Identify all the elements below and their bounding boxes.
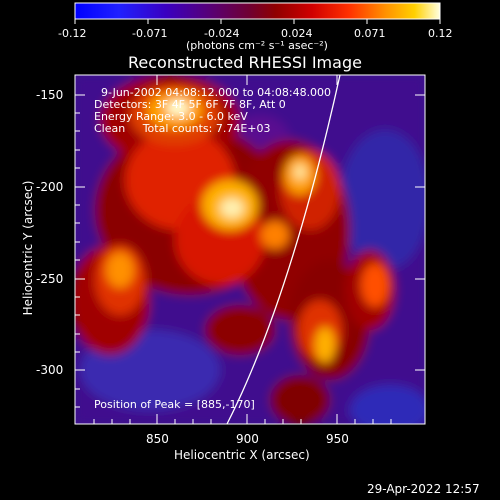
colorbar-units: (photons cm⁻² s⁻¹ asec⁻²) bbox=[186, 39, 328, 52]
x-tick-marks bbox=[93, 75, 392, 424]
peak-position-annotation: Position of Peak = [885,-170] bbox=[94, 398, 255, 411]
x-tick-label: 950 bbox=[326, 432, 349, 446]
y-tick-label: -300 bbox=[36, 363, 64, 377]
colorbar-tick-label: -0.071 bbox=[132, 27, 168, 40]
plot-timestamp: 29-Apr-2022 12:57 bbox=[367, 482, 480, 496]
y-tick-label: -250 bbox=[36, 272, 64, 286]
counts-annotation: Clean Total counts: 7.74E+03 bbox=[94, 122, 271, 135]
y-tick-label: -200 bbox=[36, 180, 64, 194]
colorbar-tick-label: -0.024 bbox=[204, 27, 240, 40]
plot-frame bbox=[74, 74, 426, 425]
y-tick-label: -150 bbox=[36, 88, 64, 102]
solar-limb-line bbox=[226, 74, 341, 425]
colorbar-tick-label: 0.071 bbox=[354, 27, 386, 40]
colorbar bbox=[74, 2, 441, 24]
colorbar-tick-label: 0.024 bbox=[281, 27, 313, 40]
x-tick-label: 850 bbox=[146, 432, 169, 446]
detectors-annotation: Detectors: 3F 4F 5F 6F 7F 8F, Att 0 bbox=[94, 98, 286, 111]
x-tick-label: 900 bbox=[236, 432, 259, 446]
y-tick-marks bbox=[75, 94, 425, 408]
rhessi-image bbox=[74, 74, 426, 425]
time-range-annotation: 9-Jun-2002 04:08:12.000 to 04:08:48.000 bbox=[101, 86, 332, 99]
colorbar-tick-label: -0.12 bbox=[58, 27, 87, 40]
energy-range-annotation: Energy Range: 3.0 - 6.0 keV bbox=[94, 110, 248, 123]
colorbar-gradient bbox=[74, 2, 441, 20]
colorbar-tick-label: 0.12 bbox=[428, 27, 453, 40]
plot-title: Reconstructed RHESSI Image bbox=[128, 53, 362, 72]
y-axis-label: Heliocentric Y (arcsec) bbox=[21, 180, 35, 316]
x-axis-label: Heliocentric X (arcsec) bbox=[174, 448, 310, 462]
